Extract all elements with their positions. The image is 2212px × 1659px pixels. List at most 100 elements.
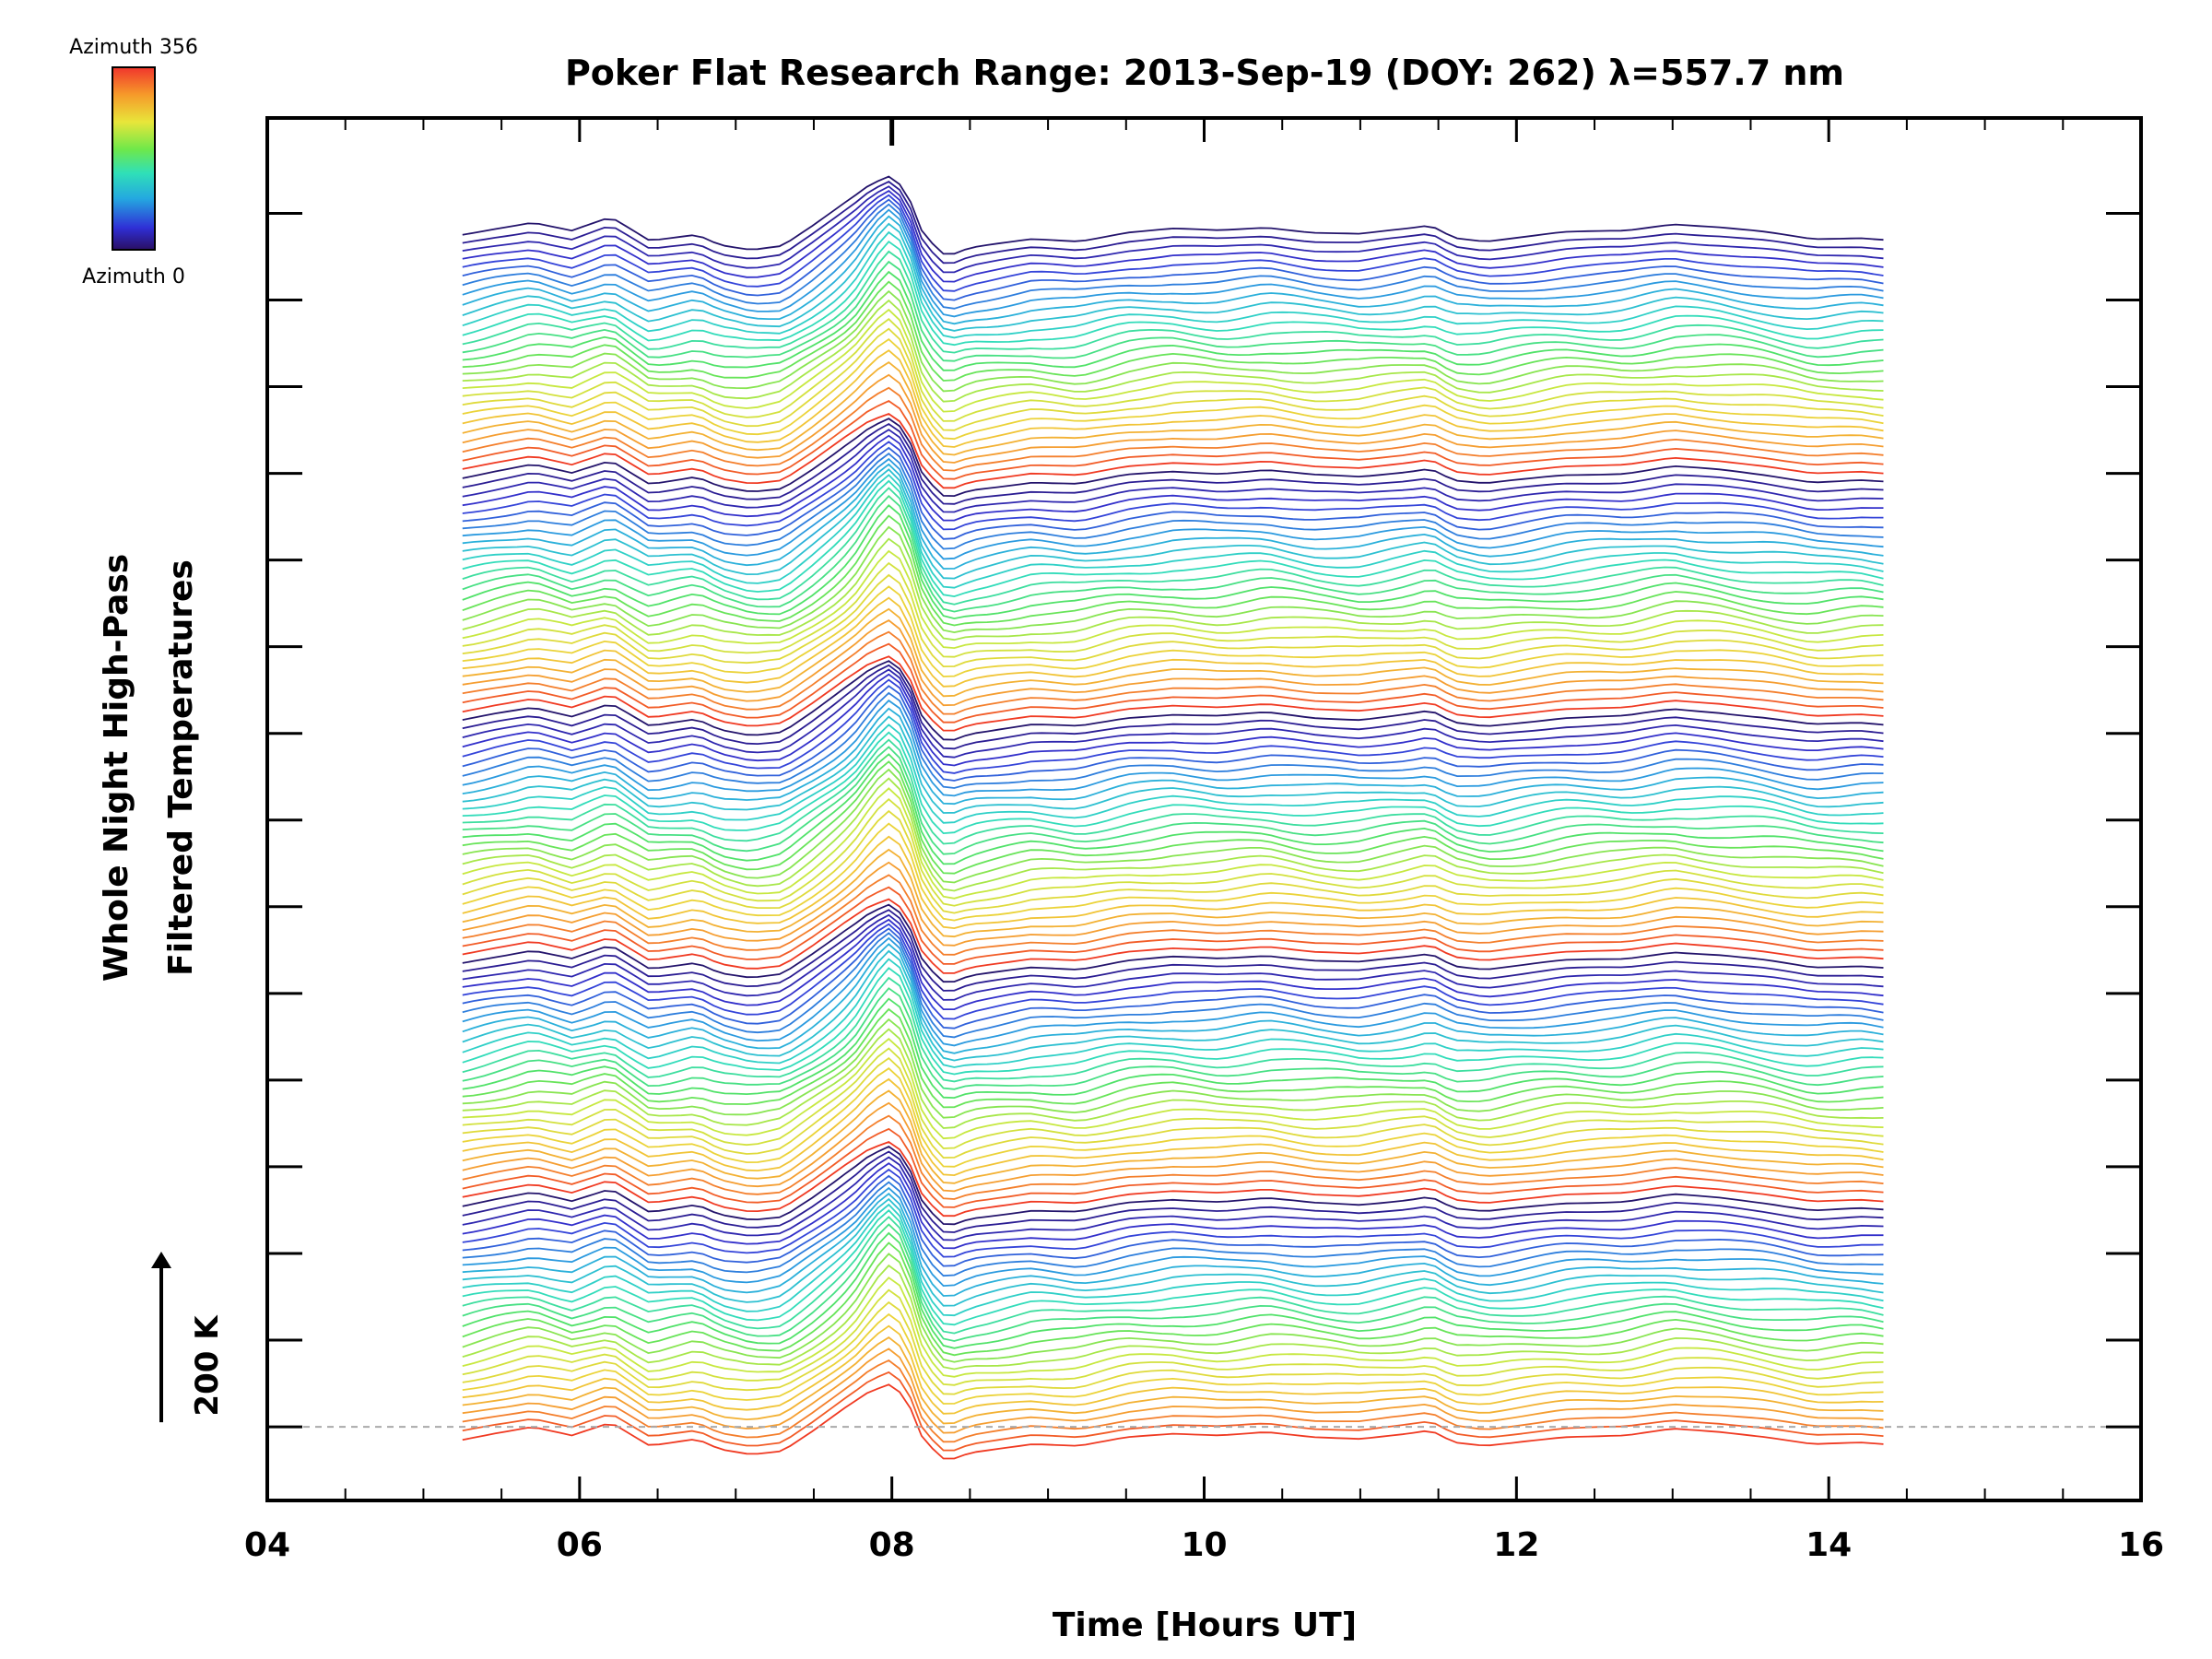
azimuth-trace [462, 399, 1884, 480]
azimuth-trace [462, 1371, 1884, 1452]
azimuth-trace [462, 1223, 1884, 1342]
azimuth-trace [462, 913, 1884, 1001]
y-axis-label-line1: Whole Night High-Pass [98, 554, 135, 982]
azimuth-trace [462, 949, 1884, 1062]
azimuth-trace [462, 561, 1884, 658]
azimuth-trace [462, 691, 1884, 789]
azimuth-trace [462, 809, 1884, 914]
colorbar-top-label: Azimuth 356 [69, 36, 198, 59]
azimuth-trace [462, 463, 1884, 570]
azimuth-trace [462, 1101, 1884, 1193]
azimuth-trace [462, 337, 1884, 441]
azimuth-trace [462, 848, 1884, 938]
azimuth-trace [462, 479, 1884, 598]
azimuth-trace [462, 250, 1884, 354]
azimuth-trace [462, 318, 1884, 422]
azimuth-trace [462, 446, 1884, 540]
chart-title: Poker Flat Research Range: 2013-Sep-19 (… [565, 53, 1844, 93]
azimuth-trace [462, 1145, 1884, 1226]
azimuth-trace [462, 1047, 1884, 1149]
azimuth-trace [462, 418, 1884, 498]
azimuth-trace [462, 967, 1884, 1076]
azimuth-trace [462, 753, 1884, 865]
x-tick-label: 16 [2118, 1526, 2164, 1564]
azimuth-trace [462, 685, 1884, 782]
azimuth-trace [462, 1253, 1884, 1363]
azimuth-trace [462, 360, 1884, 456]
azimuth-trace [462, 1056, 1884, 1159]
azimuth-trace [462, 573, 1884, 668]
azimuth-trace [462, 308, 1884, 413]
azimuth-trace [462, 270, 1884, 371]
azimuth-trace [462, 903, 1884, 983]
azimuth-trace [462, 441, 1884, 531]
azimuth-trace [462, 525, 1884, 634]
azimuth-trace [462, 932, 1884, 1039]
azimuth-trace [462, 699, 1884, 797]
azimuth-trace [462, 707, 1884, 806]
azimuth-trace [462, 1174, 1884, 1267]
azimuth-trace [462, 619, 1884, 707]
azimuth-trace [462, 987, 1884, 1090]
azimuth-trace [462, 1127, 1884, 1208]
azimuth-trace [462, 1359, 1884, 1443]
azimuth-trace [462, 412, 1884, 489]
azimuth-trace [462, 222, 1884, 332]
azimuth-trace [462, 230, 1884, 339]
azimuth-trace [462, 185, 1884, 274]
azimuth-trace [462, 1324, 1884, 1415]
scale-bar-arrowhead [151, 1251, 171, 1268]
azimuth-trace [462, 190, 1884, 283]
azimuth-trace [462, 731, 1884, 835]
azimuth-trace [462, 874, 1884, 956]
azimuth-trace [462, 1336, 1884, 1425]
azimuth-trace [462, 260, 1884, 362]
x-axis-label: Time [Hours UT] [1053, 1606, 1357, 1644]
azimuth-trace [462, 175, 1884, 255]
colorbar-bottom-label: Azimuth 0 [82, 265, 185, 288]
y-axis-label-line2: Filtered Temperatures [162, 559, 200, 976]
azimuth-trace [462, 861, 1884, 947]
x-tick-label: 06 [557, 1526, 603, 1564]
azimuth-trace [462, 1162, 1884, 1250]
azimuth-trace [462, 678, 1884, 774]
azimuth-trace [462, 642, 1884, 724]
azimuth-trace [462, 936, 1884, 1047]
azimuth-trace [462, 927, 1884, 1030]
azimuth-trace [462, 514, 1884, 627]
azimuth-trace [462, 886, 1884, 965]
x-tick-label: 10 [1181, 1526, 1227, 1564]
azimuth-trace [462, 746, 1884, 855]
azimuth-trace [462, 943, 1884, 1054]
azimuth-trace [462, 549, 1884, 650]
azimuth-trace [462, 787, 1884, 900]
azimuth-trace [462, 898, 1884, 974]
azimuth-trace [462, 768, 1884, 884]
azimuth-trace [462, 504, 1884, 620]
azimuth-trace [462, 203, 1884, 310]
azimuth-trace [462, 194, 1884, 292]
scale-bar-label: 200 K [189, 1314, 226, 1417]
azimuth-trace [462, 373, 1884, 464]
azimuth-trace [462, 422, 1884, 505]
azimuth-trace [462, 468, 1884, 580]
azimuth-trace [462, 1203, 1884, 1317]
azimuth-trace [462, 289, 1884, 393]
azimuth-trace [462, 1018, 1884, 1119]
azimuth-trace [462, 299, 1884, 403]
azimuth-trace [462, 923, 1884, 1020]
azimuth-trace [462, 918, 1884, 1010]
azimuth-trace [462, 1216, 1884, 1335]
azimuth-trace [462, 474, 1884, 589]
azimuth-trace [462, 1028, 1884, 1129]
x-tick-label: 04 [244, 1526, 290, 1564]
azimuth-trace [462, 724, 1884, 824]
trace-group [462, 175, 1884, 1460]
azimuth-trace [462, 668, 1884, 759]
x-tick-label: 08 [869, 1526, 915, 1564]
azimuth-trace [462, 457, 1884, 560]
azimuth-trace [462, 1288, 1884, 1386]
azimuth-trace [462, 198, 1884, 301]
azimuth-trace [462, 777, 1884, 892]
